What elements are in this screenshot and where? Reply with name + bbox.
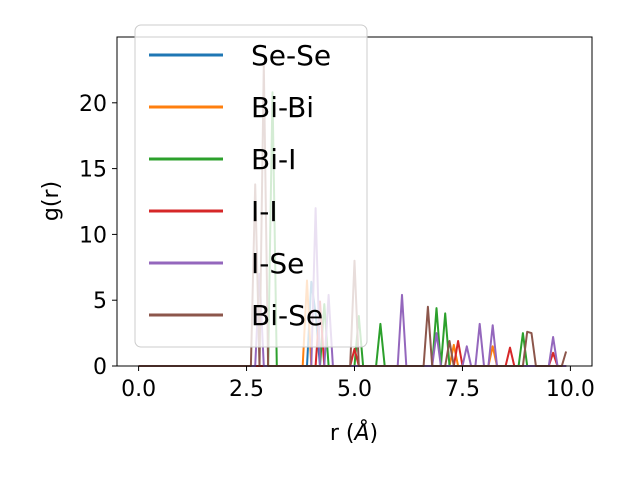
x-axis: 0.0 2.5 5.0 7.5 10.0 [121, 366, 595, 402]
legend-label-i-i: I-I [251, 195, 278, 228]
legend-label-bi-bi: Bi-Bi [251, 91, 314, 124]
legend-label-bi-se: Bi-Se [251, 299, 323, 332]
y-axis: 0 5 10 15 20 [79, 92, 117, 380]
x-tick-label: 5.0 [337, 377, 372, 402]
y-axis-label: g(r) [39, 181, 64, 221]
x-tick-label: 2.5 [229, 377, 264, 402]
x-tick-label: 10.0 [546, 377, 595, 402]
y-tick-label: 10 [79, 223, 107, 248]
y-tick-label: 0 [93, 355, 107, 380]
y-tick-label: 20 [79, 92, 107, 117]
x-tick-label: 7.5 [445, 377, 480, 402]
y-tick-label: 5 [93, 289, 107, 314]
legend-label-i-se: I-Se [251, 247, 304, 280]
legend: Se-Se Bi-Bi Bi-I I-I I-Se Bi-Se [134, 24, 368, 348]
y-tick-label: 15 [79, 158, 107, 183]
x-tick-label: 0.0 [121, 377, 156, 402]
legend-label-bi-i: Bi-I [251, 143, 296, 176]
x-axis-label: r (Å) [330, 419, 378, 446]
legend-label-se-se: Se-Se [251, 39, 331, 72]
